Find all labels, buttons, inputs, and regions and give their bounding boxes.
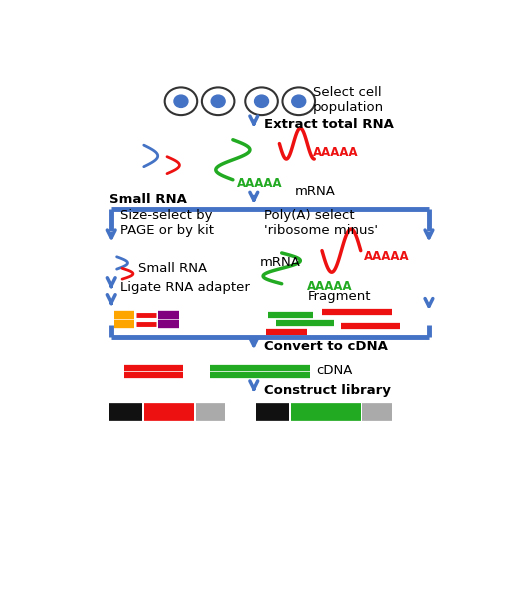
Text: Small RNA: Small RNA <box>109 193 187 206</box>
Text: Construct library: Construct library <box>264 383 391 397</box>
Text: AAAAA: AAAAA <box>313 146 358 158</box>
Ellipse shape <box>174 95 188 107</box>
Text: AAAAA: AAAAA <box>364 250 410 263</box>
Text: Poly(A) select
'ribosome minus': Poly(A) select 'ribosome minus' <box>264 209 378 237</box>
Text: Ligate RNA adapter: Ligate RNA adapter <box>120 281 250 294</box>
Ellipse shape <box>211 95 225 107</box>
Text: Convert to cDNA: Convert to cDNA <box>264 340 388 353</box>
Text: mRNA: mRNA <box>260 256 301 269</box>
Ellipse shape <box>254 95 269 107</box>
Text: Small RNA: Small RNA <box>138 262 207 275</box>
Ellipse shape <box>292 95 306 107</box>
Text: mRNA: mRNA <box>295 185 335 198</box>
Text: Size-select by
PAGE or by kit: Size-select by PAGE or by kit <box>120 209 215 237</box>
Text: AAAAA: AAAAA <box>237 177 282 190</box>
Text: AAAAA: AAAAA <box>306 280 352 293</box>
Text: Select cell
population: Select cell population <box>313 86 384 114</box>
Text: Fragment: Fragment <box>308 290 372 304</box>
Text: Extract total RNA: Extract total RNA <box>264 118 394 131</box>
Text: cDNA: cDNA <box>316 364 352 377</box>
